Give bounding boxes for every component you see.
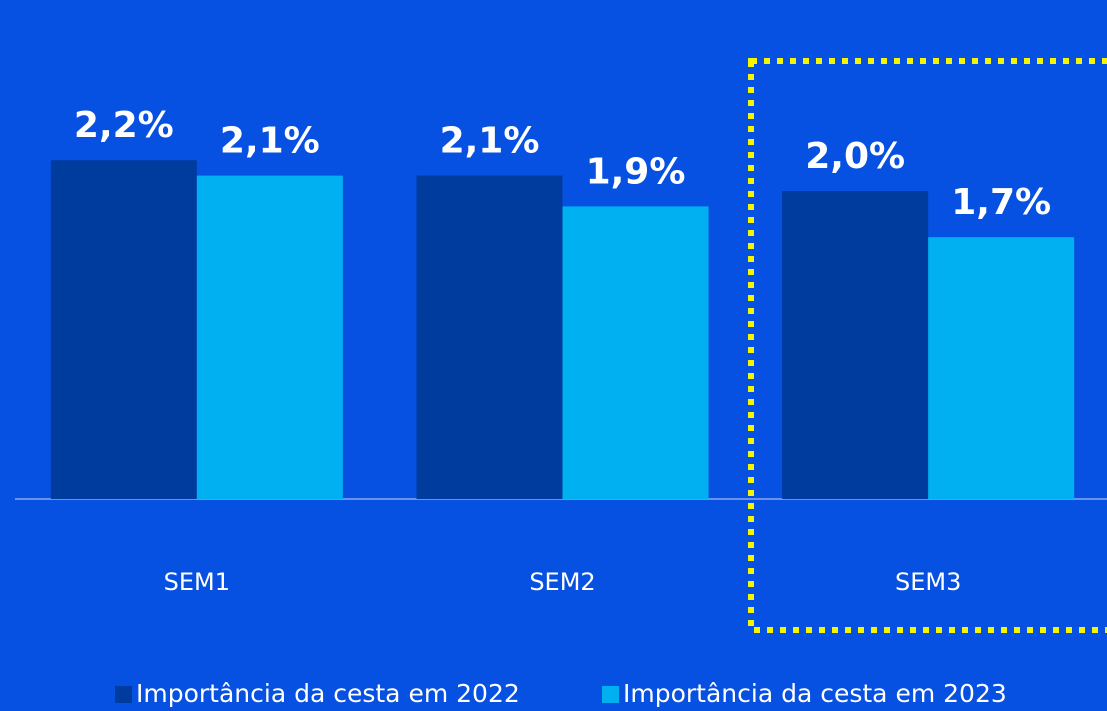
bar [562,206,709,499]
bar [416,175,563,499]
legend-swatch [115,686,132,703]
legend-label: Importância da cesta em 2022 [136,679,520,708]
bar [782,191,929,499]
bar [196,175,343,499]
bar [50,160,197,499]
data-label: 2,2% [74,105,174,146]
legend-label: Importância da cesta em 2023 [623,679,1007,708]
data-label: 2,1% [220,121,320,162]
data-label: 1,9% [586,151,686,192]
data-label: 2,1% [440,121,540,162]
x-tick-label: SEM3 [895,568,961,596]
data-label: 1,7% [951,182,1051,223]
bar [928,237,1075,499]
legend-swatch [602,686,619,703]
x-tick-label: SEM1 [164,568,230,596]
x-tick-label: SEM2 [529,568,595,596]
data-label: 2,0% [805,136,905,177]
highlight-box [748,58,1107,633]
